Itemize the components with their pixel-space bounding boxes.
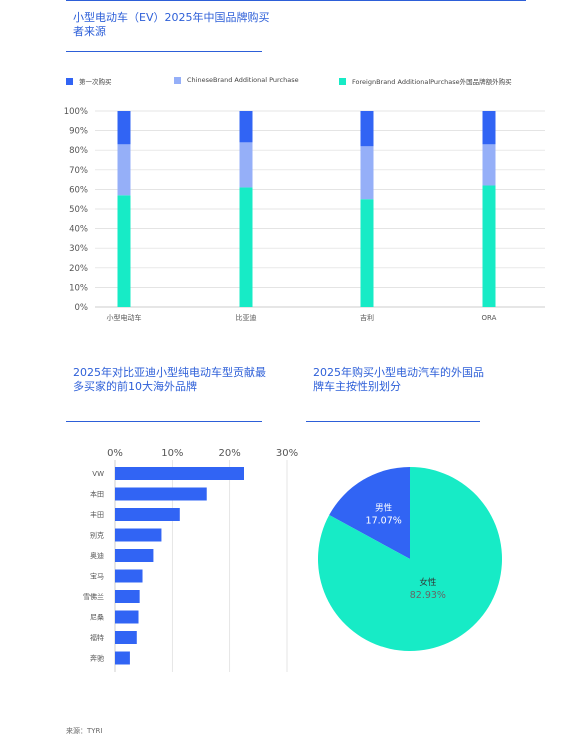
x-tick-label: 10%: [161, 448, 183, 459]
bar-segment: [117, 111, 131, 145]
bar: [115, 487, 207, 501]
y-tick-label: 奔驰: [90, 654, 104, 663]
x-tick-label: 比亚迪: [236, 313, 257, 322]
bar: [115, 528, 162, 542]
x-tick-label: ORA: [482, 314, 497, 322]
bar-segment: [117, 195, 131, 307]
x-tick-label: 吉利: [360, 313, 374, 322]
pie-label: 女性: [419, 577, 437, 588]
y-tick-label: 40%: [69, 225, 88, 235]
pie-value-label: 17.07%: [366, 516, 402, 527]
y-tick-label: 80%: [69, 146, 88, 156]
bar-segment: [239, 187, 253, 307]
bar-segment: [239, 111, 253, 143]
legend-label-chinese: ChineseBrand Additional Purchase: [187, 76, 299, 84]
chart2-title: 2025年对比亚迪小型纯电动车型贡献最多买家的前10大海外品牌: [73, 366, 266, 393]
y-tick-label: 60%: [69, 185, 88, 195]
y-tick-label: 0%: [75, 303, 89, 313]
chart3-title-rule: [306, 421, 480, 422]
chart1-title-rule: [66, 51, 262, 52]
bar: [115, 610, 139, 624]
chart1-legend: 第一次购买 ChineseBrand Additional Purchase F…: [66, 76, 536, 88]
x-tick-label: 20%: [219, 448, 241, 459]
source-note: 来源：TYRI: [66, 727, 103, 735]
bar-segment: [360, 111, 374, 147]
bar-segment: [482, 144, 496, 186]
bar-segment: [360, 199, 374, 307]
bar: [115, 631, 137, 644]
legend-label-first: 第一次购买: [79, 78, 112, 86]
bar: [115, 467, 244, 480]
x-tick-label: 小型电动车: [107, 313, 142, 322]
legend-item-first: 第一次购买: [66, 76, 112, 86]
bar-segment: [482, 185, 496, 307]
legend-item-foreign: ForeignBrand AdditionalPurchase外国品牌额外购买: [339, 76, 512, 86]
top-rule: [66, 0, 526, 1]
legend-swatch-foreign: [339, 77, 346, 85]
legend-item-chinese: ChineseBrand Additional Purchase: [174, 76, 299, 84]
y-tick-label: 福特: [90, 633, 104, 642]
y-tick-label: 奥迪: [90, 551, 104, 560]
pie-value-label: 82.93%: [410, 590, 446, 601]
bar: [115, 549, 154, 562]
bar-segment: [482, 111, 496, 145]
chart3-title: 2025年购买小型电动汽车的外国品牌车主按性别划分: [313, 366, 484, 393]
y-tick-label: 宝马: [90, 572, 104, 581]
bar: [115, 508, 180, 521]
pie-slice: [329, 467, 410, 559]
legend-swatch-chinese: [174, 76, 181, 84]
y-tick-label: 丰田: [90, 510, 104, 519]
y-tick-label: 70%: [69, 166, 88, 176]
y-tick-label: 10%: [69, 283, 88, 293]
y-tick-label: 30%: [69, 244, 88, 254]
legend-label-foreign: ForeignBrand AdditionalPurchase外国品牌额外购买: [352, 78, 512, 86]
y-tick-label: 尼桑: [90, 613, 104, 622]
bar-segment: [360, 146, 374, 200]
y-tick-label: 雪佛兰: [83, 592, 104, 601]
legend-swatch-first: [66, 77, 73, 85]
y-tick-label: 别克: [90, 531, 104, 540]
y-tick-label: 本田: [90, 490, 104, 499]
x-tick-label: 0%: [107, 448, 123, 459]
y-tick-label: 20%: [69, 264, 88, 274]
pie-label: 男性: [375, 503, 393, 514]
chart1-title: 小型电动车（EV）2025年中国品牌购买者来源: [73, 11, 270, 38]
bar: [115, 651, 130, 665]
y-tick-label: 50%: [69, 205, 88, 215]
x-tick-label: 30%: [276, 448, 298, 459]
y-tick-label: 100%: [64, 107, 88, 117]
y-tick-label: VW: [92, 470, 104, 478]
bar-segment: [239, 142, 253, 188]
bar-segment: [117, 144, 131, 196]
bar: [115, 590, 140, 603]
pie-slice: [318, 467, 502, 652]
bar: [115, 569, 143, 583]
chart2-title-rule: [66, 421, 262, 422]
y-tick-label: 90%: [69, 127, 88, 137]
